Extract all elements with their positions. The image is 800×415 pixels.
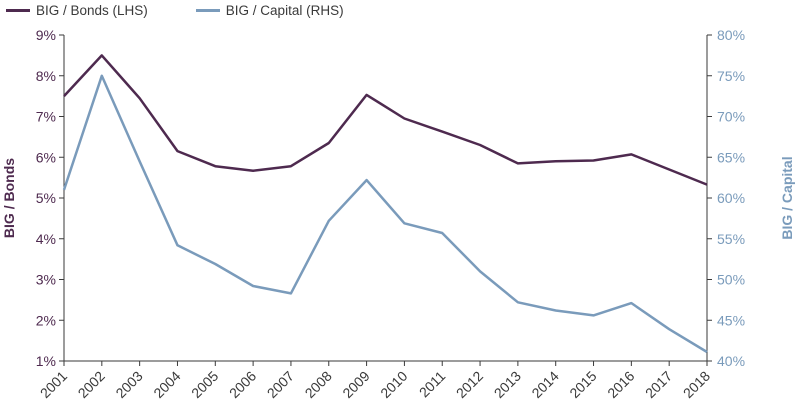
y-tick-label-right: 50% (717, 272, 745, 288)
x-tick-label: 2011 (416, 368, 449, 401)
x-tick-label: 2013 (491, 368, 524, 401)
legend-item-capital: BIG / Capital (RHS) (190, 3, 344, 18)
y-tick-label-right: 55% (717, 231, 745, 247)
y-tick-label-left: 4% (36, 231, 56, 247)
x-tick-label: 2018 (680, 368, 713, 401)
y-axis-title-right: BIG / Capital (779, 156, 795, 239)
x-tick-label: 2015 (566, 368, 599, 401)
series-line-capital (62, 74, 708, 354)
series-line-bonds (63, 54, 708, 186)
y-tick-label-right: 60% (717, 190, 745, 206)
x-tick-label: 2006 (226, 368, 259, 401)
x-tick-label: 2017 (642, 368, 675, 401)
y-tick-label-left: 3% (36, 272, 56, 288)
legend-label-capital: BIG / Capital (RHS) (225, 2, 344, 18)
legend: BIG / Bonds (LHS) BIG / Capital (RHS) (0, 0, 386, 20)
y-tick-label-left: 7% (36, 109, 56, 125)
y-tick-label-left: 9% (36, 27, 56, 43)
legend-label-bonds: BIG / Bonds (LHS) (36, 2, 148, 18)
x-tick-label: 2001 (37, 368, 70, 401)
legend-swatch-capital (195, 8, 220, 12)
legend-swatch-bonds (6, 8, 30, 12)
y-tick-label-right: 75% (717, 68, 745, 84)
y-tick-label-left: 6% (36, 149, 56, 165)
x-tick-label: 2016 (604, 368, 637, 401)
y-tick-label-left: 8% (36, 68, 56, 84)
x-tick-label: 2003 (112, 368, 145, 401)
x-tick-label: 2005 (188, 368, 221, 401)
x-tick-label: 2008 (302, 368, 335, 401)
x-tick-label: 2012 (453, 368, 486, 401)
x-tick-label: 2002 (75, 368, 108, 401)
x-tick-label: 2004 (150, 368, 183, 401)
y-tick-label-right: 70% (717, 109, 745, 125)
x-tick-label: 2014 (528, 368, 561, 401)
y-tick-label-left: 1% (36, 353, 56, 369)
y-tick-label-right: 65% (717, 149, 745, 165)
y-axis-title-left: BIG / Bonds (1, 158, 17, 238)
x-tick-label: 2007 (264, 368, 297, 401)
y-tick-label-left: 2% (36, 312, 56, 328)
x-tick-label: 2009 (339, 368, 372, 401)
y-tick-label-right: 45% (717, 312, 745, 328)
legend-item-bonds: BIG / Bonds (LHS) (0, 3, 148, 18)
x-tick-label: 2010 (377, 368, 410, 401)
y-tick-label-left: 5% (36, 190, 56, 206)
y-tick-label-right: 40% (717, 353, 745, 369)
y-tick-label-right: 80% (717, 27, 745, 43)
